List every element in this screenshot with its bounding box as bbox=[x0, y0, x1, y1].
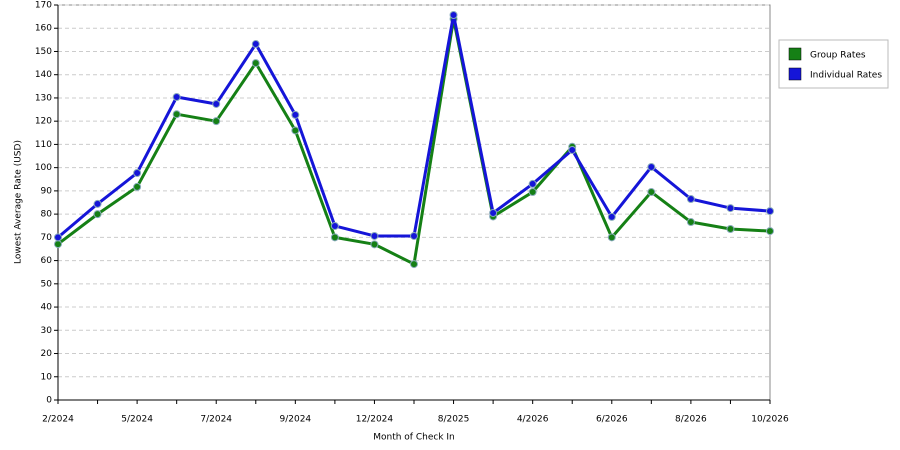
data-point bbox=[251, 40, 260, 49]
legend-label: Individual Rates bbox=[810, 71, 882, 81]
y-tick-label: 50 bbox=[41, 279, 53, 289]
y-tick-label: 30 bbox=[41, 326, 53, 336]
y-tick-label: 160 bbox=[35, 24, 52, 34]
data-point bbox=[726, 224, 735, 233]
y-tick-label: 90 bbox=[41, 186, 53, 196]
data-point bbox=[410, 260, 418, 269]
data-point bbox=[647, 162, 656, 171]
legend-label: Group Rates bbox=[810, 51, 866, 61]
data-point bbox=[93, 210, 102, 219]
data-point bbox=[568, 145, 577, 154]
data-point bbox=[172, 93, 181, 102]
x-tick-label: 7/2024 bbox=[200, 415, 232, 425]
data-point bbox=[449, 10, 458, 19]
y-tick-label: 60 bbox=[41, 256, 53, 266]
x-tick-label: 10/2026 bbox=[751, 415, 789, 425]
data-point bbox=[607, 233, 616, 242]
y-axis-label: Lowest Average Rate (USD) bbox=[14, 140, 24, 264]
y-tick-label: 130 bbox=[35, 93, 52, 103]
y-tick-label: 10 bbox=[41, 372, 53, 382]
data-point bbox=[212, 99, 221, 108]
data-point bbox=[291, 126, 300, 135]
data-point bbox=[686, 218, 695, 227]
data-point bbox=[212, 117, 221, 126]
data-point bbox=[172, 110, 181, 119]
x-tick-label: 2/2024 bbox=[42, 415, 74, 425]
y-tick-label: 100 bbox=[35, 163, 52, 173]
y-tick-label: 110 bbox=[35, 140, 52, 150]
y-tick-label: 80 bbox=[41, 210, 53, 220]
data-point bbox=[133, 182, 142, 191]
x-tick-label: 9/2024 bbox=[279, 415, 311, 425]
y-tick-label: 20 bbox=[41, 349, 53, 359]
x-tick-label: 12/2024 bbox=[356, 415, 394, 425]
data-point bbox=[93, 199, 102, 208]
data-point bbox=[489, 208, 498, 217]
data-point bbox=[528, 188, 537, 197]
y-tick-label: 0 bbox=[46, 396, 52, 406]
y-tick-label: 150 bbox=[35, 47, 52, 57]
data-point bbox=[726, 204, 735, 213]
data-point bbox=[54, 233, 62, 242]
data-point bbox=[54, 240, 62, 249]
data-point bbox=[766, 227, 774, 236]
x-tick-label: 6/2026 bbox=[596, 415, 628, 425]
data-point bbox=[370, 240, 379, 249]
data-point bbox=[607, 212, 616, 221]
data-point bbox=[330, 221, 339, 230]
data-point bbox=[528, 179, 537, 188]
x-tick-label: 8/2026 bbox=[675, 415, 707, 425]
data-point bbox=[133, 168, 142, 177]
legend-swatch bbox=[788, 47, 802, 61]
y-tick-label: 70 bbox=[41, 233, 53, 243]
data-point bbox=[647, 188, 656, 197]
legend-swatch bbox=[788, 67, 802, 81]
x-tick-label: 5/2024 bbox=[121, 415, 153, 425]
data-point bbox=[291, 110, 300, 119]
y-tick-label: 140 bbox=[35, 70, 52, 80]
data-point bbox=[410, 231, 418, 240]
y-tick-label: 120 bbox=[35, 117, 52, 127]
data-point bbox=[766, 207, 774, 216]
legend-box bbox=[778, 39, 889, 89]
data-point bbox=[251, 59, 260, 68]
data-point bbox=[686, 195, 695, 204]
y-tick-label: 170 bbox=[35, 1, 52, 11]
data-point bbox=[330, 233, 339, 242]
x-tick-label: 4/2026 bbox=[517, 415, 549, 425]
data-point bbox=[370, 231, 379, 240]
plot-area bbox=[57, 4, 771, 401]
x-axis-label: Month of Check In bbox=[373, 433, 455, 443]
x-tick-label: 8/2025 bbox=[438, 415, 470, 425]
y-tick-label: 40 bbox=[41, 303, 53, 313]
